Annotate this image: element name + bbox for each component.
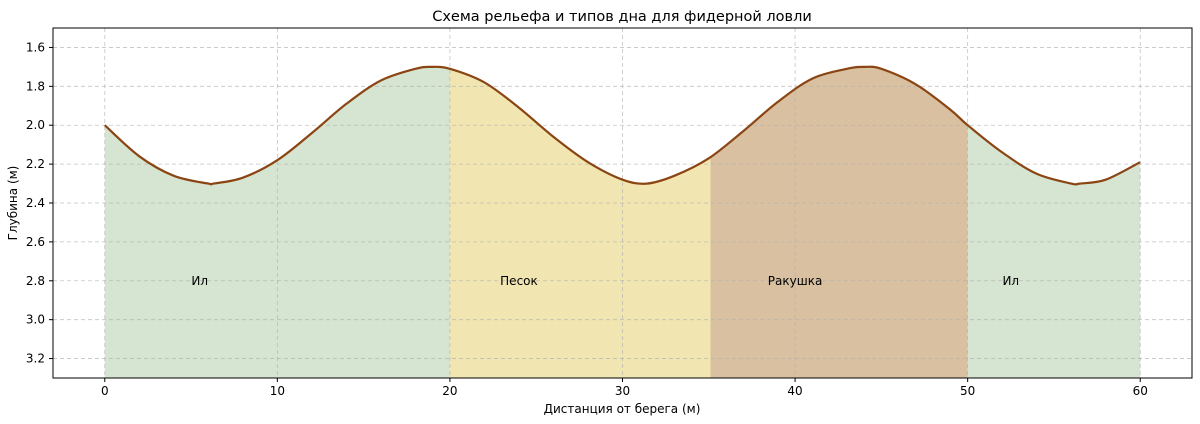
- y-tick-label-0: 1.6: [26, 40, 45, 54]
- y-tick-label-5: 2.6: [26, 235, 45, 249]
- y-tick-label-2: 2.0: [26, 118, 45, 132]
- x-tick-label-2: 20: [442, 384, 457, 398]
- zone-area-2: [449, 68, 711, 379]
- x-tick-label-5: 50: [960, 384, 975, 398]
- zone-area-1: [104, 66, 450, 379]
- x-tick-label-1: 10: [270, 384, 285, 398]
- zone-labels: Ил Песок Ракушка Ил: [191, 274, 1019, 288]
- x-tick-label-0: 0: [101, 384, 109, 398]
- x-axis-label: Дистанция от берега (м): [544, 402, 701, 416]
- grid: [53, 28, 1192, 378]
- x-tick-label-3: 30: [615, 384, 630, 398]
- y-tick-label-6: 2.8: [26, 274, 45, 288]
- zone-label-2: Песок: [500, 274, 538, 288]
- y-axis: 1.6 1.8 2.0 2.2 2.4 2.6 2.8 3.0 3.2: [26, 40, 53, 366]
- y-tick-label-4: 2.4: [26, 196, 45, 210]
- x-axis: 0 10 20 30 40 50 60: [101, 378, 1148, 398]
- zones-layer: [104, 66, 1141, 379]
- y-tick-label-3: 2.2: [26, 157, 45, 171]
- zone-label-4: Ил: [1002, 274, 1019, 288]
- chart-title: Схема рельефа и типов дна для фидерной л…: [432, 9, 812, 25]
- zone-label-3: Ракушка: [768, 274, 823, 288]
- depth-profile-line: [104, 65, 1141, 186]
- zone-label-1: Ил: [191, 274, 208, 288]
- zone-area-3: [710, 66, 968, 379]
- zone-area-4: [967, 125, 1141, 378]
- y-tick-label-8: 3.2: [26, 352, 45, 366]
- y-tick-label-7: 3.0: [26, 313, 45, 327]
- y-tick-label-1: 1.8: [26, 79, 45, 93]
- y-axis-label: Глубина (м): [6, 166, 20, 241]
- x-tick-label-6: 60: [1133, 384, 1148, 398]
- profile-layer: [104, 65, 1141, 186]
- x-tick-label-4: 40: [787, 384, 802, 398]
